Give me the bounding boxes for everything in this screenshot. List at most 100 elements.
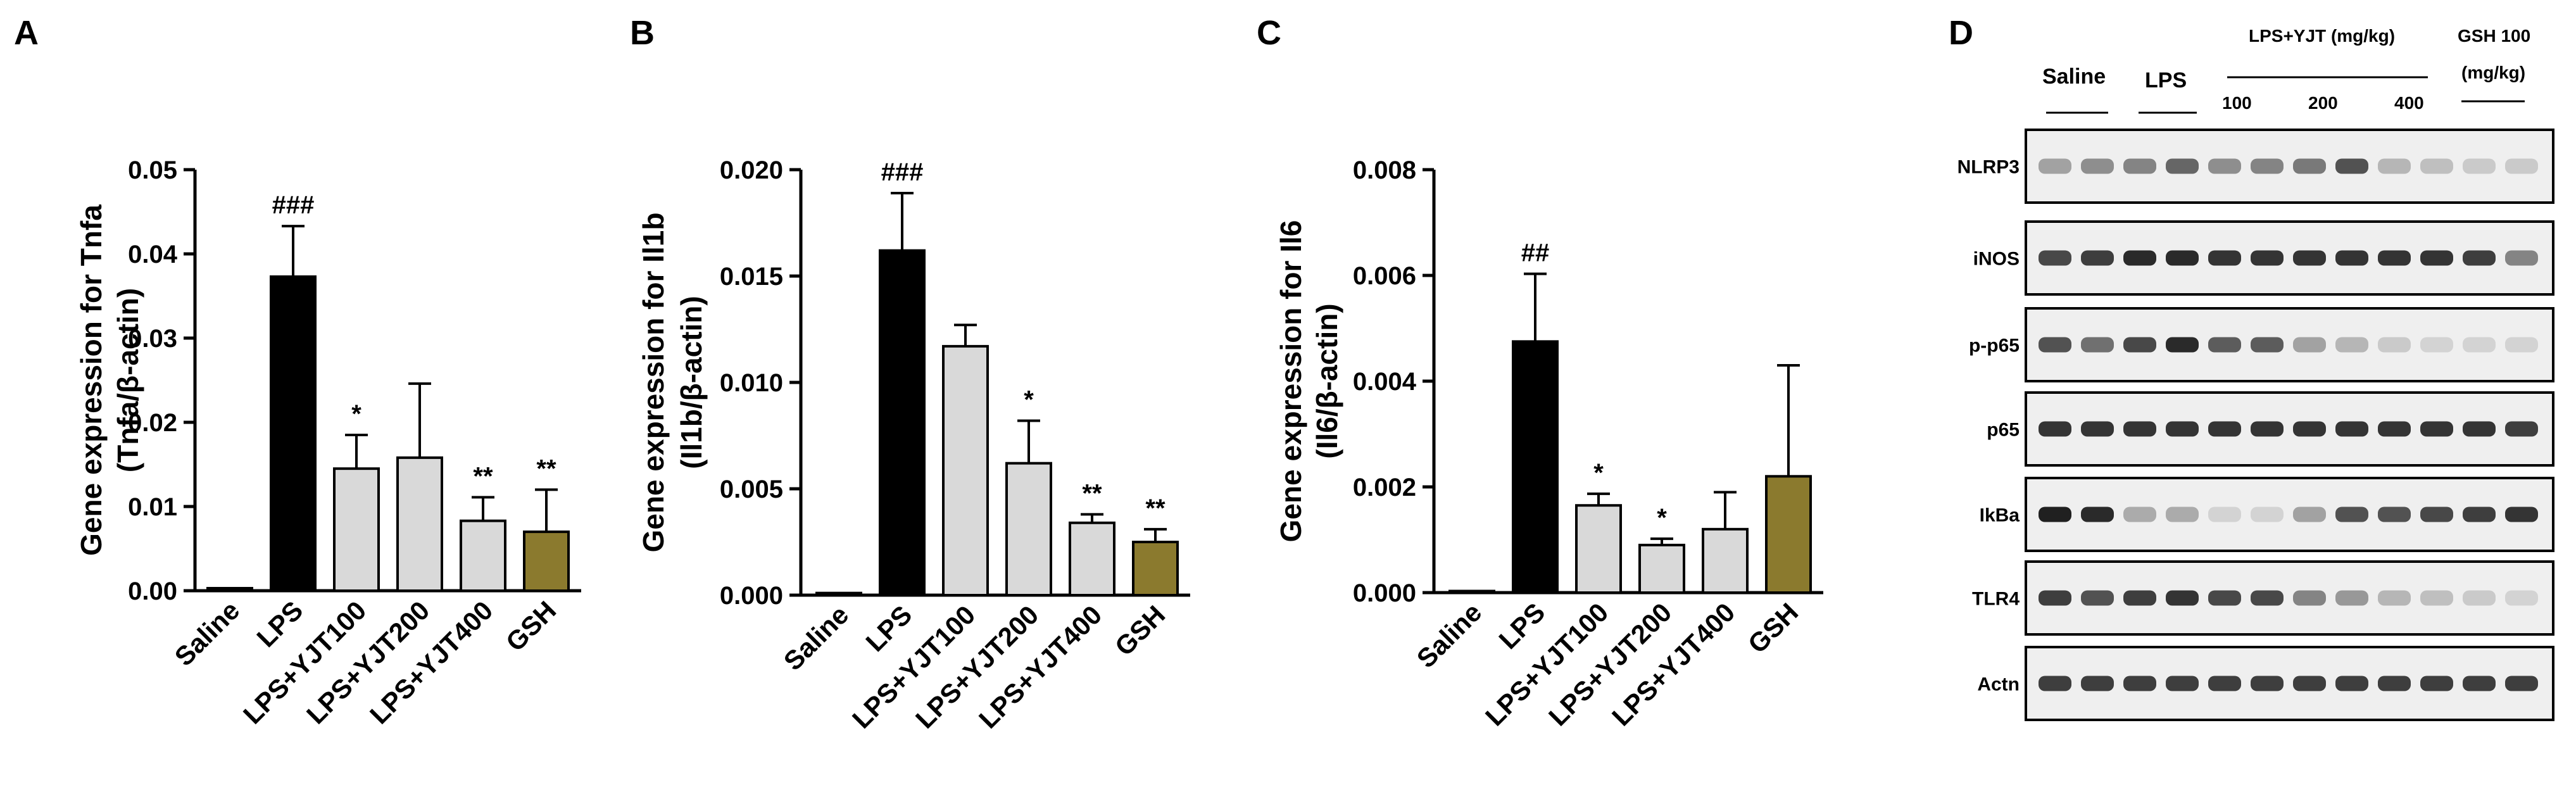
wb-band: [2420, 250, 2453, 266]
significance-label: **: [1082, 479, 1102, 507]
wb-band: [2123, 507, 2156, 522]
wb-band: [2081, 676, 2114, 691]
wb-row-label: TLR4: [1972, 589, 2020, 610]
significance-label: *: [1593, 459, 1604, 487]
y-axis-label-sub: (Il6/β-actin): [1310, 303, 1343, 458]
wb-band: [2505, 158, 2538, 174]
wb-band: [2081, 337, 2114, 353]
wb-band: [2420, 507, 2453, 522]
wb-band: [2335, 590, 2368, 606]
x-tick-label: GSH: [500, 595, 562, 657]
panel-letter-a: A: [14, 14, 39, 52]
y-tick-label: 0.03: [128, 325, 177, 353]
y-tick-label: 0.005: [720, 475, 783, 503]
wb-band: [2166, 158, 2199, 174]
bar-lps: [879, 249, 926, 596]
significance-label: ###: [881, 158, 924, 186]
wb-band: [2208, 590, 2241, 606]
y-tick-label: 0.04: [128, 241, 178, 268]
wb-band: [2039, 421, 2071, 437]
significance-label: *: [1024, 386, 1034, 413]
bar-gsh: [1765, 475, 1812, 594]
wb-row-label: p-p65: [1969, 336, 2020, 356]
wb-band: [2420, 158, 2453, 174]
wb-band: [2293, 507, 2326, 522]
wb-band: [2505, 250, 2538, 266]
y-tick-label: 0.002: [1353, 474, 1416, 501]
wb-band: [2463, 676, 2496, 691]
y-axis-label-sub: (Il1b/β-actin): [675, 296, 708, 469]
wb-band: [2505, 421, 2538, 437]
wb-band: [2463, 250, 2496, 266]
wb-band: [2420, 421, 2453, 437]
y-axis-label: Gene expression for Il1b: [637, 213, 670, 553]
wb-band: [2039, 337, 2071, 353]
wb-row-label: p65: [1987, 420, 2020, 441]
western-blot-panel: Saline LPS LPS+YJT (mg/kg) 100 200 400 G…: [1957, 26, 2554, 721]
wb-band: [2251, 676, 2284, 691]
x-tick-label: Saline: [1411, 597, 1488, 674]
wb-band: [2463, 421, 2496, 437]
wb-band: [2463, 590, 2496, 606]
wb-band: [2378, 421, 2411, 437]
bar-lps-yjt400: [1069, 521, 1115, 597]
wb-row-label: Actn: [1977, 674, 2020, 695]
bar-lps-yjt100: [942, 344, 989, 596]
wb-band: [2208, 337, 2241, 353]
y-axis-label-sub: (Tnfa/β-actin): [111, 288, 144, 472]
panel-letter-b: B: [630, 14, 655, 52]
y-tick-label: 0.010: [720, 369, 783, 397]
y-tick-label: 0.006: [1353, 262, 1416, 290]
bar-gsh: [1132, 541, 1179, 596]
wb-band: [2378, 507, 2411, 522]
bar-lps: [1512, 340, 1559, 594]
y-tick-label: 0.02: [128, 409, 177, 437]
wb-band: [2335, 158, 2368, 174]
chart-il1b: 0.000 0.005 0.010 0.015 0.020 Gene expression…: [637, 156, 1190, 734]
wb-band: [2420, 337, 2453, 353]
wb-band: [2123, 590, 2156, 606]
wb-band: [2251, 250, 2284, 266]
wb-band: [2293, 590, 2326, 606]
bar-lps-yjt400: [1702, 527, 1749, 594]
bar-lps-yjt200: [1638, 543, 1685, 594]
x-tick-label: GSH: [1742, 597, 1804, 659]
y-axis-label: Gene expression for Il6: [1274, 220, 1307, 543]
wb-band: [2039, 250, 2071, 266]
wb-band: [2378, 250, 2411, 266]
significance-label: ##: [1521, 239, 1550, 267]
wb-header-lps: LPS: [2145, 68, 2187, 92]
wb-band: [2293, 421, 2326, 437]
wb-band: [2335, 507, 2368, 522]
wb-band: [2039, 158, 2071, 174]
x-tick-label: LPS: [1493, 597, 1550, 655]
y-tick-label: 0.000: [1353, 579, 1416, 607]
wb-band: [2378, 337, 2411, 353]
wb-band: [2505, 590, 2538, 606]
chart-tnfa: 0.00 0.01 0.02 0.03 0.04 0.05 Gene expression …: [75, 156, 581, 729]
wb-band: [2208, 676, 2241, 691]
significance-label: **: [1145, 494, 1165, 522]
y-tick-label: 0.00: [128, 577, 177, 605]
significance-label: *: [351, 400, 361, 428]
wb-row-label: iNOS: [1973, 249, 2020, 270]
wb-band: [2293, 250, 2326, 266]
wb-band: [2251, 337, 2284, 353]
wb-band: [2166, 676, 2199, 691]
wb-row-label: NLRP3: [1957, 157, 2020, 178]
bar-saline: [1448, 589, 1495, 594]
x-tick-label: Saline: [778, 600, 855, 676]
bar-lps-yjt100: [1575, 504, 1622, 594]
wb-band: [2123, 676, 2156, 691]
wb-band: [2378, 158, 2411, 174]
y-tick-label: 0.020: [720, 156, 783, 184]
wb-band: [2293, 158, 2326, 174]
bar-gsh: [523, 530, 570, 593]
y-tick-label: 0.05: [128, 156, 177, 184]
wb-band: [2335, 421, 2368, 437]
wb-band: [2420, 676, 2453, 691]
wb-header-dose-200: 200: [2308, 93, 2338, 113]
wb-band: [2039, 676, 2071, 691]
wb-band: [2251, 590, 2284, 606]
wb-band: [2251, 421, 2284, 437]
